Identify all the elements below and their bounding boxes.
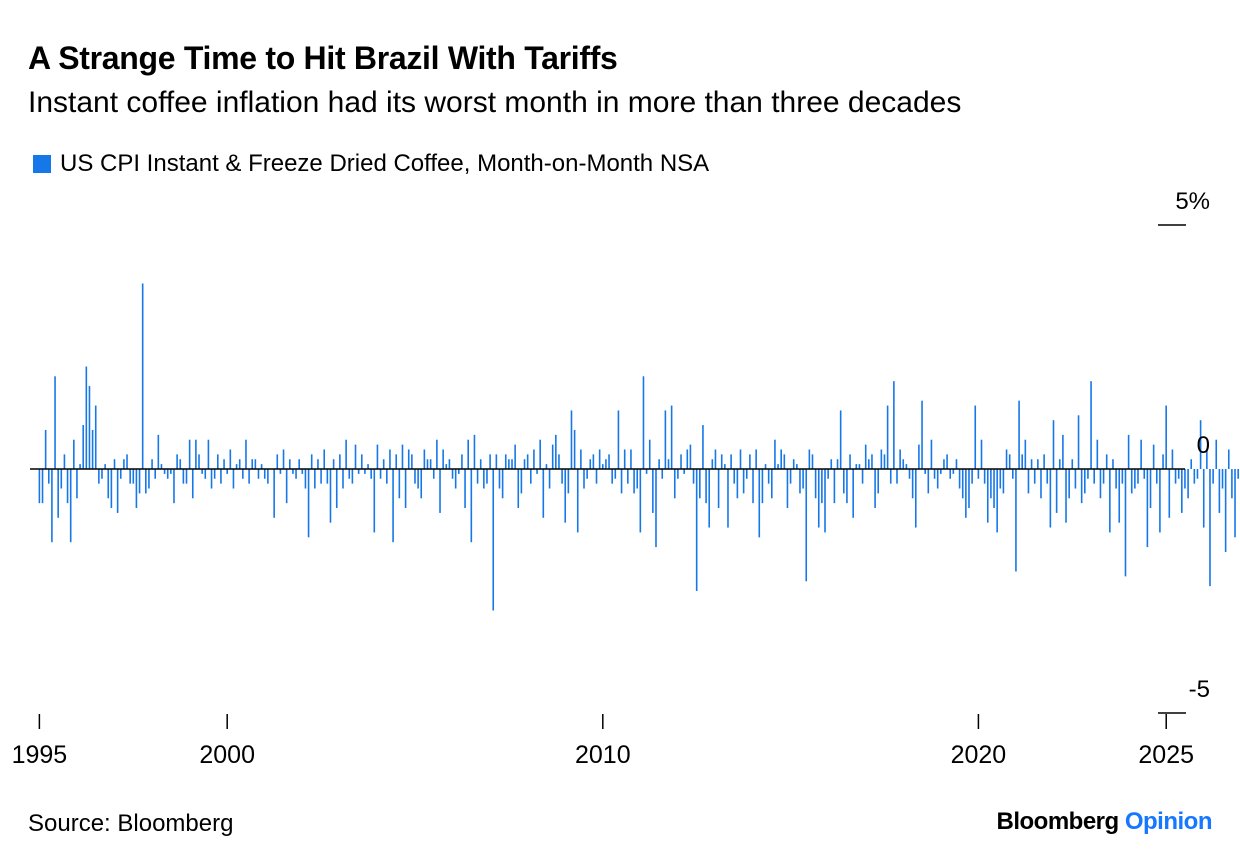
- brand-logo: Bloomberg Opinion: [997, 808, 1213, 836]
- x-tick-label: 2025: [1138, 741, 1194, 769]
- x-tick-label: 2000: [199, 741, 255, 769]
- y-tick-label: 0: [1197, 432, 1210, 459]
- brand-primary: Bloomberg: [997, 808, 1119, 835]
- x-tick-label: 2020: [951, 741, 1007, 769]
- brand-secondary: Opinion: [1125, 808, 1212, 835]
- source-note: Source: Bloomberg: [28, 810, 233, 838]
- x-tick-label: 2010: [575, 741, 631, 769]
- y-tick-label: 5%: [1175, 188, 1210, 215]
- y-tick-label: -5: [1189, 676, 1210, 703]
- chart-plot: 5% 0 -5 1995 2000 2010 2020 2025: [0, 0, 1240, 866]
- x-tick-label: 1995: [12, 741, 68, 769]
